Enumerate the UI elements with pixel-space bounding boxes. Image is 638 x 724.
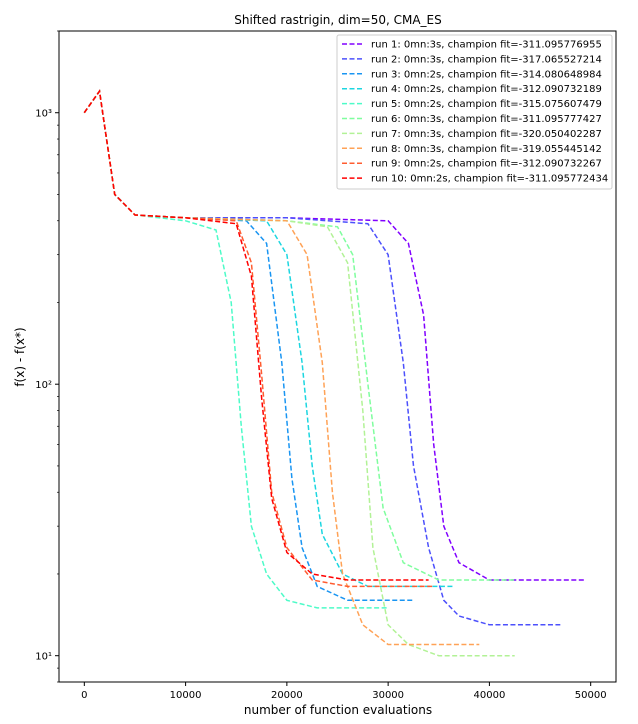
legend-entry-1: run 1: 0mn:3s, champion fit=-311.0957769… [371,40,602,51]
x-tick-label: 0 [81,690,87,701]
y-tick-label: 10³ [35,109,52,120]
y-tick-label: 10² [35,380,52,391]
y-axis-label: f(x) - f(x*) [13,327,27,386]
chart-title: Shifted rastrigin, dim=50, CMA_ES [234,13,442,27]
legend-entry-2: run 2: 0mn:3s, champion fit=-317.0655272… [371,54,602,65]
plot-lines [83,89,586,657]
legend-entry-7: run 7: 0mn:3s, champion fit=-320.0504022… [371,129,602,140]
y-tick-label: 10¹ [35,652,52,663]
x-tick-label: 50000 [575,690,607,701]
legend-entry-4: run 4: 0mn:2s, champion fit=-312.0907321… [371,84,602,95]
x-tick-label: 20000 [271,690,303,701]
y-axis: 10¹ 10² 10³ [35,30,59,683]
legend-box [336,34,613,190]
x-tick-label: 30000 [372,690,404,701]
legend: run 1: 0mn:3s, champion fit=-311.0957769… [336,34,613,190]
x-axis: 0 10000 20000 30000 40000 50000 [81,682,607,701]
legend-entry-10: run 10: 0mn:2s, champion fit=-311.095772… [371,174,608,185]
plot-frame [58,30,617,683]
series-line-1 [83,89,586,581]
x-tick-label: 40000 [474,690,506,701]
legend-entry-5: run 5: 0mn:2s, champion fit=-315.0756074… [371,99,602,110]
x-axis-label: number of function evaluations [244,703,432,717]
legend-entry-6: run 6: 0mn:3s, champion fit=-311.0957774… [371,114,602,125]
x-tick-label: 10000 [170,690,202,701]
legend-entry-8: run 8: 0mn:3s, champion fit=-319.0554451… [371,144,602,155]
legend-entry-3: run 3: 0mn:2s, champion fit=-314.0806489… [371,69,602,80]
legend-entry-9: run 9: 0mn:2s, champion fit=-312.0907322… [371,159,602,170]
series-line-2 [83,89,561,626]
series-line-10 [83,89,429,581]
